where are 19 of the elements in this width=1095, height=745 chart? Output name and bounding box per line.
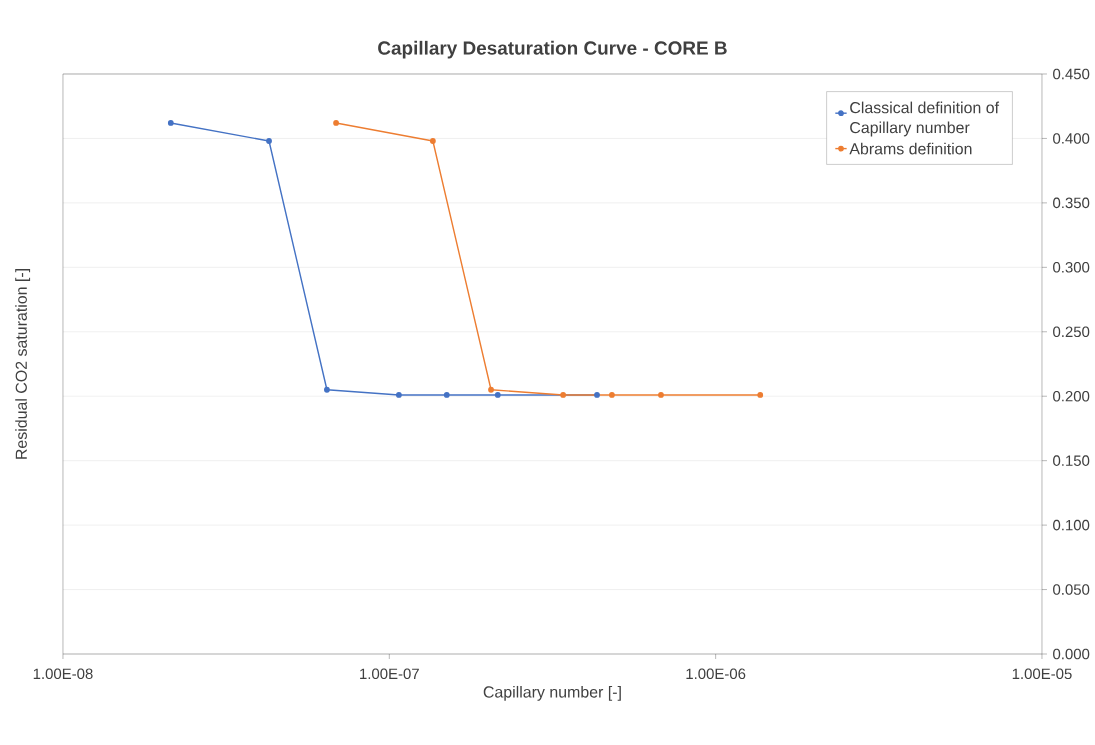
y-tick-label: 0.050: [1053, 584, 1090, 595]
legend-label: Abrams definition: [849, 142, 972, 155]
y-tick-label: 0.400: [1053, 133, 1090, 144]
y-tick-label: 0.000: [1053, 648, 1090, 660]
x-tick-label: 1.00E-05: [1012, 668, 1072, 680]
chart-title: Capillary Desaturation Curve - CORE B: [378, 40, 727, 59]
y-tick-label: 0.250: [1053, 326, 1090, 338]
y-axis-title: Residual CO2 saturation [-]: [15, 269, 31, 459]
y-tick-label: 0.200: [1053, 390, 1090, 402]
legend-label: Classical definition of Capillary number: [850, 101, 1000, 137]
x-tick-label: 1.00E-06: [686, 668, 746, 680]
x-tick-label: 1.00E-07: [360, 668, 419, 680]
y-tick-label: 0.150: [1053, 455, 1090, 466]
y-tick-label: 0.350: [1053, 197, 1090, 209]
x-axis-title: Capillary number [-]: [483, 685, 621, 701]
y-tick-label: 0.300: [1053, 262, 1090, 273]
y-tick-label: 0.100: [1053, 519, 1090, 531]
y-tick-label: 0.450: [1053, 68, 1090, 80]
x-tick-label: 1.00E-08: [33, 668, 93, 680]
